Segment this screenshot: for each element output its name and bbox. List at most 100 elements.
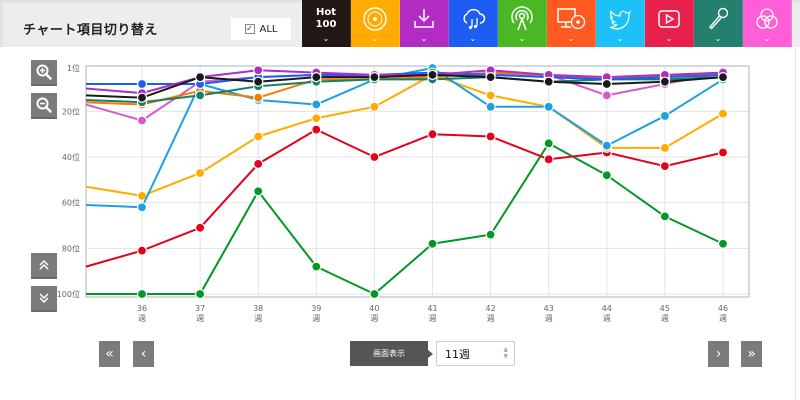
tab-other[interactable]: ⌄ [743,0,792,47]
data-point[interactable] [485,72,496,83]
zoom-out-button[interactable] [31,93,57,119]
tab-hot100[interactable]: Hot 100 ⌄ [302,0,351,47]
chevron-down-icon[interactable]: ⌄ [665,34,673,43]
data-point[interactable] [659,110,671,122]
data-point[interactable] [659,161,671,172]
data-point[interactable] [311,113,322,124]
chevron-down-icon[interactable]: ⌄ [469,34,477,43]
zoom-in-button[interactable] [31,60,57,86]
tab-download[interactable]: ⌄ [400,0,449,47]
data-point[interactable] [311,99,322,110]
data-point[interactable] [136,245,148,256]
data-point[interactable] [369,288,380,300]
data-point[interactable] [136,92,148,103]
tab-karaoke[interactable]: ⌄ [694,0,743,47]
y-tick-label: 60位 [62,198,80,208]
data-point[interactable] [717,147,729,158]
data-point[interactable] [717,72,729,83]
data-point[interactable] [195,167,206,179]
data-point[interactable] [253,92,264,103]
chevron-down-icon[interactable]: ⌄ [420,34,428,43]
data-point[interactable] [369,151,380,163]
data-point[interactable] [195,222,206,233]
chevron-down-icon[interactable]: ⌄ [371,34,379,43]
data-point[interactable] [601,170,612,181]
x-tick-label: 41 [427,304,437,313]
data-point[interactable] [311,72,322,83]
chevron-down-icon[interactable]: ⌄ [567,34,575,43]
data-point[interactable] [369,101,380,112]
data-point[interactable] [543,101,554,112]
data-point[interactable] [543,154,554,165]
zoom-out-icon [36,97,52,113]
chevron-down-icon[interactable]: ⌄ [714,34,722,43]
all-toggle-checkbox[interactable]: ✓ ALL [231,18,291,40]
data-point[interactable] [195,90,206,101]
data-point[interactable] [659,76,671,87]
tab-streaming[interactable]: ⌄ [449,0,498,47]
data-point[interactable] [427,238,438,249]
data-point[interactable] [253,76,264,87]
data-point[interactable] [601,140,612,151]
last-page-button[interactable]: » [741,341,762,367]
data-point[interactable] [136,288,148,300]
chevron-down-icon[interactable]: ⌄ [616,34,624,43]
checkmark-icon[interactable]: ✓ [244,24,255,34]
chevron-down-icon[interactable]: ⌄ [518,34,526,43]
first-page-button[interactable]: « [99,341,120,367]
data-point[interactable] [543,138,554,149]
data-point[interactable] [253,131,264,142]
data-point[interactable] [601,90,612,101]
y-tick-label: 80位 [62,243,80,253]
data-point[interactable] [369,72,380,83]
scroll-up-button[interactable] [31,253,57,279]
data-point[interactable] [311,124,322,135]
microphone-icon [705,5,731,33]
x-tick-label: 45 [660,304,670,313]
tab-lookup[interactable]: ⌄ [547,0,596,47]
chart-toggle-title: チャート項目切り替え [23,23,158,38]
y-tick-label: 100位 [57,289,80,299]
data-point[interactable] [659,142,671,153]
data-point[interactable] [485,229,496,240]
data-point[interactable] [659,211,671,222]
data-point[interactable] [136,202,148,213]
data-point[interactable] [427,129,438,140]
broadcast-icon [509,5,535,33]
data-point[interactable] [717,238,729,249]
data-point[interactable] [485,90,496,101]
tab-radio[interactable]: ⌄ [498,0,547,47]
pc-disc-icon [556,5,586,33]
data-point[interactable] [543,76,554,87]
prev-page-button[interactable]: ‹ [133,341,154,367]
weeks-spinner[interactable]: 11週 ▲ ▼ [436,341,515,366]
data-point[interactable] [485,101,496,112]
data-point[interactable] [253,186,264,197]
y-tick-label: 40位 [62,152,80,162]
chevron-down-icon[interactable]: ⌄ [322,34,330,43]
x-tick-label: 44 [602,304,612,313]
tab-twitter[interactable]: ⌄ [596,0,645,47]
data-point[interactable] [195,72,206,83]
scroll-down-button[interactable] [31,286,57,312]
chevron-down-icon[interactable]: ⌄ [763,34,771,43]
x-tick-suffix: 週 [370,314,378,323]
x-tick-suffix: 週 [487,314,495,323]
data-point[interactable] [253,65,264,76]
data-point[interactable] [136,115,148,126]
tab-sales[interactable]: ⌄ [351,0,400,47]
next-page-button[interactable]: › [708,341,729,367]
x-tick-label: 38 [253,304,263,313]
data-point[interactable] [717,108,729,119]
spinner-arrows-icon[interactable]: ▲ ▼ [503,346,508,360]
data-point[interactable] [427,69,438,80]
tab-video[interactable]: ⌄ [645,0,694,47]
data-point[interactable] [136,78,148,90]
data-point[interactable] [485,131,496,142]
data-point[interactable] [253,158,264,169]
data-point[interactable] [195,288,206,300]
x-tick-label: 40 [369,304,379,313]
data-point[interactable] [601,78,612,90]
data-point[interactable] [311,261,322,272]
series-radio [86,138,729,300]
